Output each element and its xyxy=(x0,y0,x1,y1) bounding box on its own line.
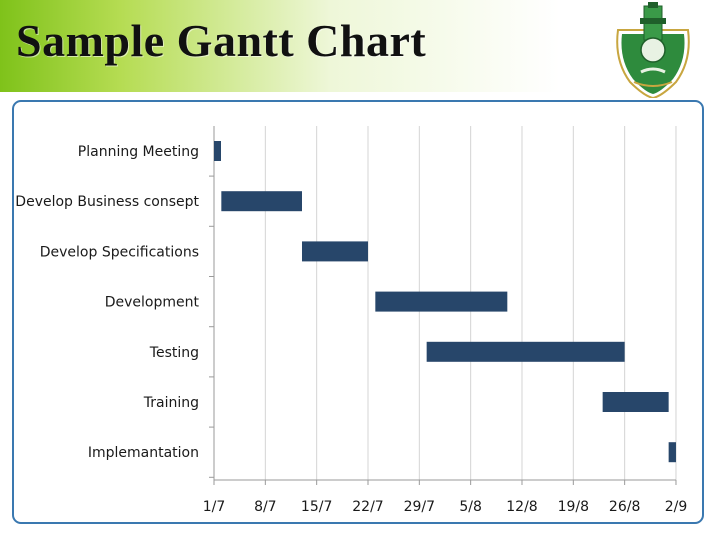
task-label: Development xyxy=(105,295,200,311)
gantt-bar xyxy=(214,141,221,161)
x-tick-label: 1/7 xyxy=(203,499,226,515)
task-label: Training xyxy=(143,395,199,411)
chart-category-labels: Planning Meeting Develop Business consept… xyxy=(15,144,199,461)
gantt-bar xyxy=(375,291,508,312)
task-label: Implemantation xyxy=(88,445,199,461)
title-band xyxy=(0,0,610,92)
slide-title: Sample Gantt Chart xyxy=(16,15,427,66)
task-label: Develop Specifications xyxy=(40,244,199,260)
chart-x-ticks: 1/7 8/7 15/7 22/7 29/7 5/8 12/8 19/8 26/8 2/9 xyxy=(203,480,688,515)
x-tick-label: 22/7 xyxy=(352,499,383,515)
gantt-bar xyxy=(301,241,368,262)
chart-bars xyxy=(209,141,676,478)
x-tick-label: 12/8 xyxy=(506,499,537,515)
x-tick-label: 19/8 xyxy=(558,499,589,515)
x-tick-label: 15/7 xyxy=(301,499,332,515)
gantt-bar xyxy=(602,392,669,412)
gantt-bar xyxy=(426,341,625,362)
chart-frame xyxy=(12,100,704,524)
x-tick-label: 2/9 xyxy=(665,499,688,515)
x-tick-label: 29/7 xyxy=(404,499,435,515)
x-tick-label: 5/8 xyxy=(459,499,482,515)
gantt-bar xyxy=(668,442,676,463)
university-seal-icon xyxy=(616,2,690,98)
gantt-bar xyxy=(221,191,302,212)
task-label: Develop Business consept xyxy=(15,194,199,210)
task-label: Testing xyxy=(149,345,199,361)
x-tick-label: 8/7 xyxy=(254,499,277,515)
task-label: Planning Meeting xyxy=(78,144,199,160)
x-tick-label: 26/8 xyxy=(609,499,640,515)
